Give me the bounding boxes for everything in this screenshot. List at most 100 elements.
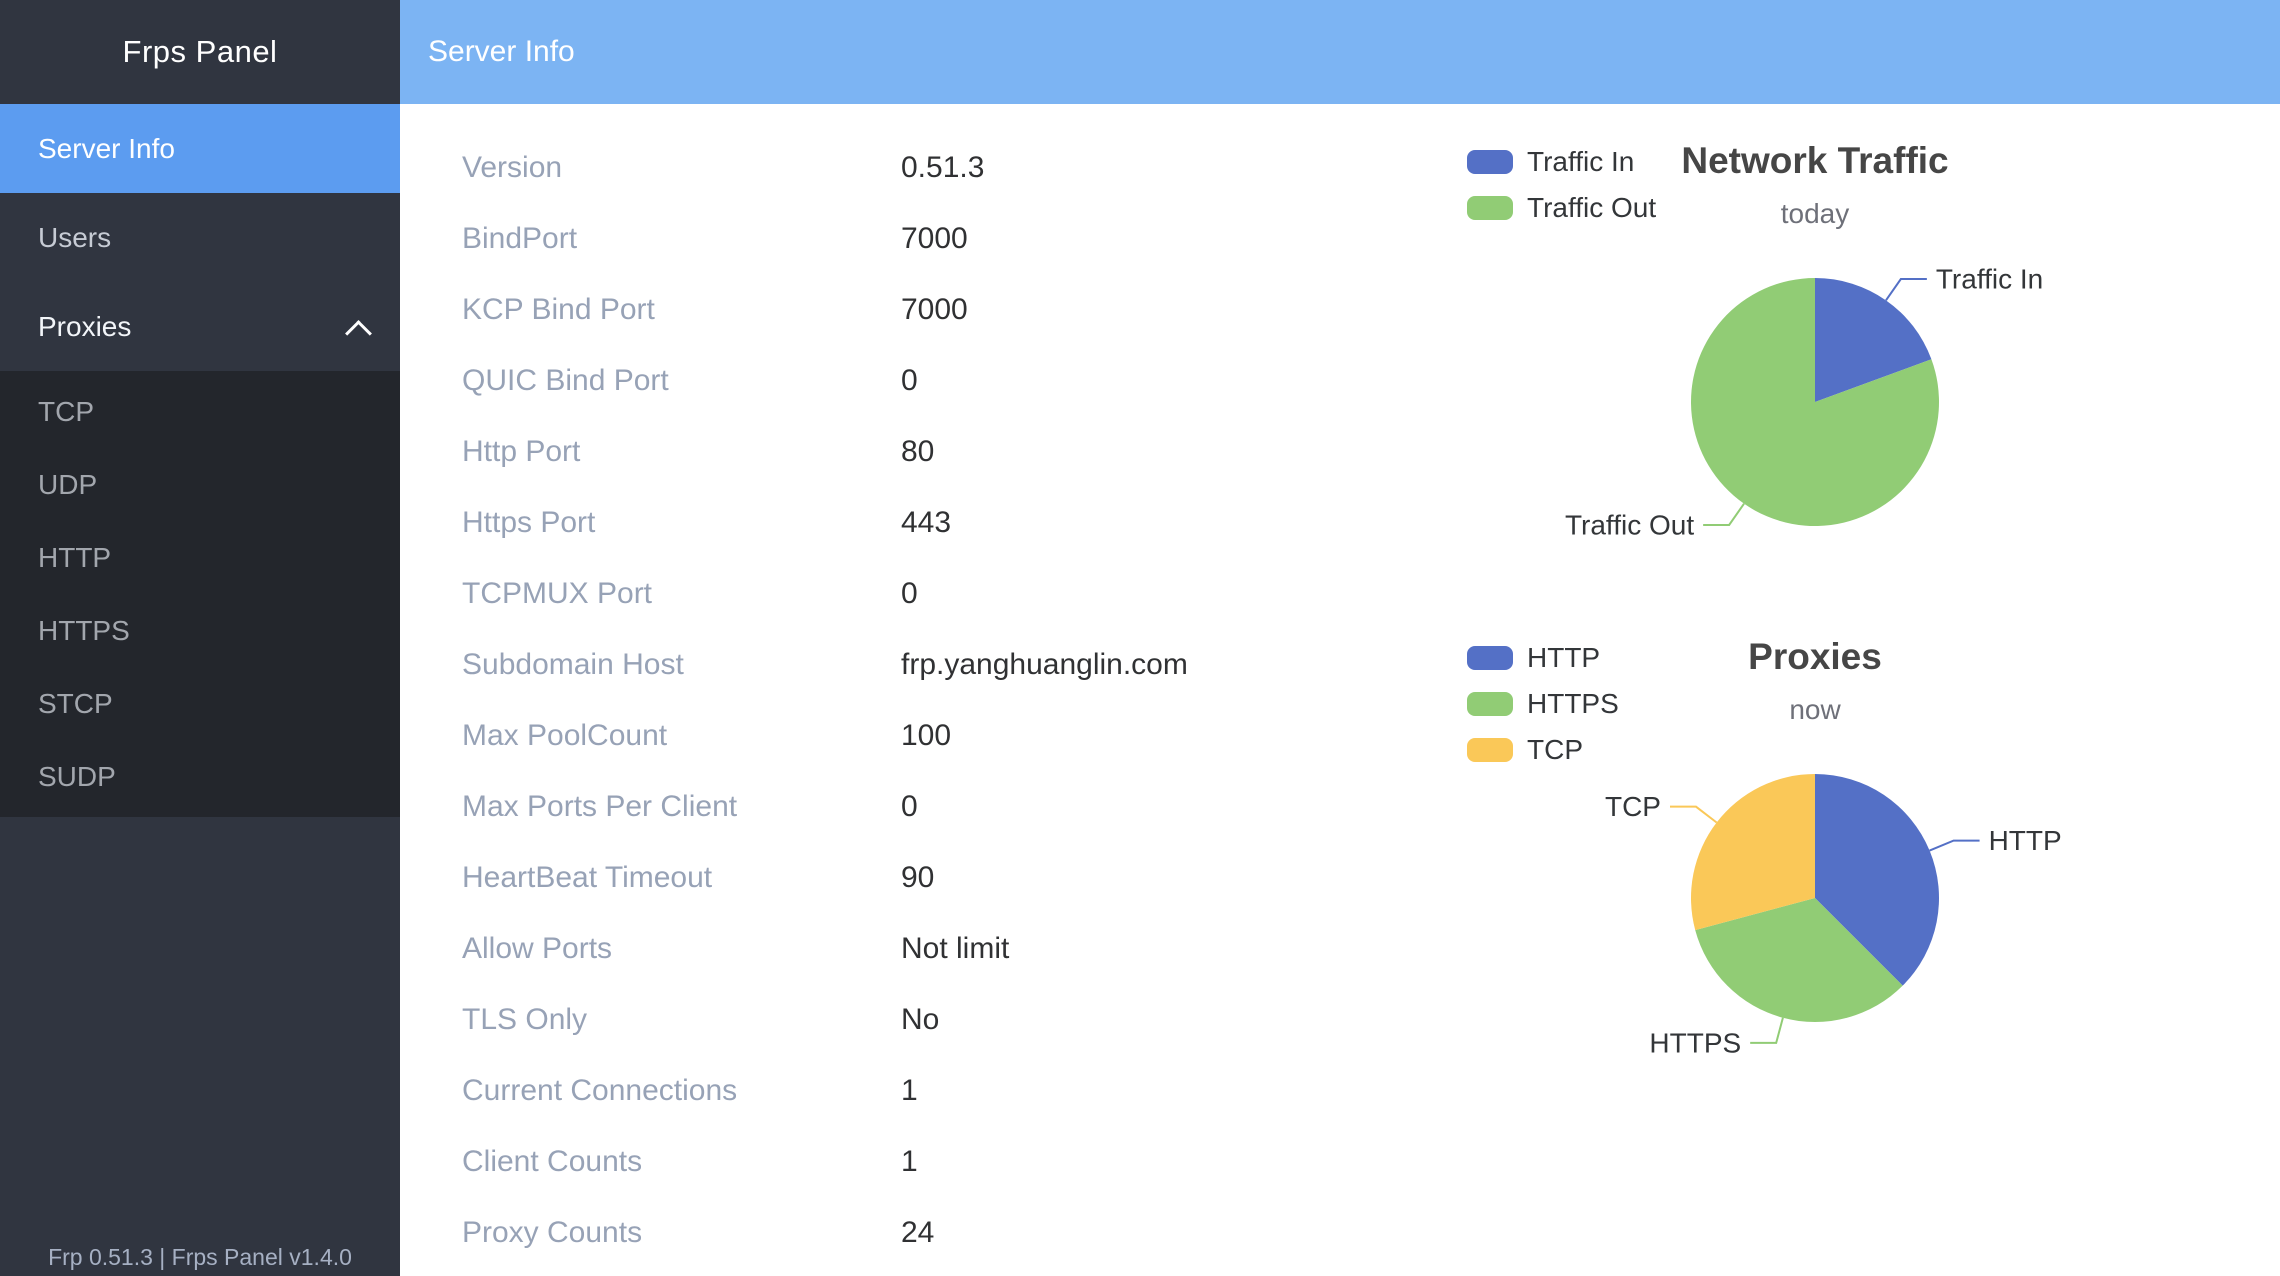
info-label: Max Ports Per Client	[462, 789, 738, 823]
legend-swatch-traffic-out	[1467, 196, 1513, 220]
network-traffic-pie: Traffic In Traffic Out	[1565, 264, 2043, 541]
network-traffic-header: Network Traffic today	[1440, 140, 2190, 230]
chart-title: Network Traffic	[1681, 140, 1949, 181]
info-value: 80	[901, 434, 935, 468]
sidebar-subitem-udp[interactable]: UDP	[38, 469, 98, 500]
sidebar-subitem-tcp[interactable]: TCP	[38, 396, 94, 427]
main-area: Server Info Version 0.51.3 BindPort 7000 KCP…	[400, 0, 2280, 1276]
pie-label-line-tcp	[1669, 805, 1718, 824]
info-row-current-connections: Current Connections 1	[462, 1055, 1442, 1126]
sidebar-item-label: Proxies	[38, 311, 132, 342]
pie-slice-traffic-out[interactable]	[1691, 278, 1939, 526]
legend-swatch-traffic-in	[1467, 150, 1513, 174]
info-value: 7000	[901, 221, 968, 255]
info-value: 0	[901, 363, 918, 397]
network-traffic-chart: Traffic In Traffic Out Network Traffic to…	[1440, 104, 2280, 624]
info-label: Allow Ports	[462, 931, 613, 965]
info-value: frp.yanghuanglin.com	[901, 647, 1188, 681]
info-row-allow-ports: Allow Ports Not limit	[462, 913, 1442, 984]
info-row-subdomain-host: Subdomain Host frp.yanghuanglin.com	[462, 629, 1442, 700]
info-row-max-poolcount: Max PoolCount 100	[462, 700, 1442, 771]
pie-label-http: HTTP	[1989, 825, 2062, 856]
chart-title: Proxies	[1748, 636, 1882, 677]
chart-subtitle: now	[1789, 694, 1841, 725]
info-label: Current Connections	[462, 1073, 738, 1107]
info-label: QUIC Bind Port	[462, 363, 669, 397]
pie-label-traffic-out: Traffic Out	[1565, 509, 1694, 540]
info-value: Not limit	[901, 931, 1010, 965]
info-row-quic-bind-port: QUIC Bind Port 0	[462, 345, 1442, 416]
info-row-http-port: Http Port 80	[462, 416, 1442, 487]
info-value: 0.51.3	[901, 150, 985, 184]
legend-swatch-tcp	[1467, 738, 1513, 762]
info-label: TLS Only	[462, 1002, 588, 1036]
info-value: No	[901, 1002, 940, 1036]
info-value: 24	[901, 1215, 935, 1249]
info-value: 100	[901, 718, 952, 752]
info-row-proxy-counts: Proxy Counts 24	[462, 1197, 1442, 1268]
legend-label: HTTPS	[1527, 688, 1619, 719]
page-title: Server Info	[428, 35, 575, 68]
pie-slice-traffic-in[interactable]	[1815, 278, 1932, 402]
proxies-chart: HTTP HTTPS TCP Proxies now HTTP HTTPS TCP	[1440, 600, 2280, 1120]
legend-label: Traffic Out	[1527, 192, 1657, 223]
info-label: BindPort	[462, 221, 578, 255]
pie-label-traffic-in: Traffic In	[1936, 264, 2043, 295]
sidebar-item-server-info[interactable]: Server Info	[0, 104, 400, 193]
info-row-client-counts: Client Counts 1	[462, 1126, 1442, 1197]
legend-item-traffic-out[interactable]: Traffic Out	[1467, 192, 1656, 224]
sidebar-menu: Server Info Users Proxies TCP UDP HTTP HTTPS ST…	[0, 104, 400, 817]
pie-slice-http[interactable]	[1815, 774, 1939, 986]
info-row-https-port: Https Port 443	[462, 487, 1442, 558]
pie-slice-https[interactable]	[1695, 898, 1903, 1022]
legend-swatch-https	[1467, 692, 1513, 716]
app-brand: Frps Panel	[122, 34, 278, 69]
pie-slice-tcp[interactable]	[1691, 774, 1815, 931]
info-row-heartbeat-timeout: HeartBeat Timeout 90	[462, 842, 1442, 913]
legend-item-https[interactable]: HTTPS	[1467, 688, 1619, 720]
info-label: HeartBeat Timeout	[462, 860, 713, 894]
sidebar-subitem-sudp[interactable]: SUDP	[38, 761, 116, 792]
info-value: 7000	[901, 292, 968, 326]
info-value: 0	[901, 789, 918, 823]
sidebar-submenu: TCP UDP HTTP HTTPS STCP SUDP	[0, 371, 400, 817]
info-value: 443	[901, 505, 952, 539]
pie-label-tcp: TCP	[1605, 791, 1661, 822]
sidebar: Frps Panel Server Info Users Proxies TCP UDP…	[0, 0, 400, 1276]
legend-label: HTTP	[1527, 642, 1601, 673]
legend-swatch-http	[1467, 646, 1513, 670]
sidebar-version-footer: Frp 0.51.3 | Frps Panel v1.4.0	[48, 1244, 352, 1270]
pie-label-line-traffic-in	[1885, 278, 1927, 301]
legend-item-tcp[interactable]: TCP	[1467, 734, 1619, 766]
sidebar-subitem-stcp[interactable]: STCP	[38, 688, 113, 719]
legend-label: TCP	[1527, 734, 1583, 765]
info-row-version: Version 0.51.3	[462, 132, 1442, 203]
info-row-kcp-bind-port: KCP Bind Port 7000	[462, 274, 1442, 345]
page-header: Server Info	[400, 0, 2280, 104]
info-row-tls-only: TLS Only No	[462, 984, 1442, 1055]
chevron-up-icon[interactable]	[345, 319, 372, 347]
sidebar-item-label: Users	[38, 222, 112, 253]
info-label: Max PoolCount	[462, 718, 668, 752]
info-value: 90	[901, 860, 935, 894]
info-label: KCP Bind Port	[462, 292, 655, 326]
legend-item-http[interactable]: HTTP	[1467, 642, 1619, 674]
info-row-max-ports-per-client: Max Ports Per Client 0	[462, 771, 1442, 842]
chart-subtitle: today	[1780, 198, 1850, 229]
info-label: Https Port	[462, 505, 596, 539]
info-label: Client Counts	[462, 1144, 643, 1178]
sidebar-item-proxies[interactable]: Proxies	[0, 282, 400, 371]
proxies-header: Proxies now	[1440, 636, 2190, 726]
proxies-pie: HTTP HTTPS TCP	[1605, 774, 2062, 1058]
sidebar-subitem-https[interactable]: HTTPS	[38, 615, 130, 646]
info-value: 1	[901, 1073, 918, 1107]
pie-label-line-https	[1750, 1017, 1784, 1044]
info-value: 1	[901, 1144, 918, 1178]
sidebar-item-users[interactable]: Users	[0, 193, 400, 282]
pie-label-line-traffic-out	[1703, 503, 1745, 526]
info-row-bindport: BindPort 7000	[462, 203, 1442, 274]
info-label: Version	[462, 150, 563, 184]
legend-item-traffic-in[interactable]: Traffic In	[1467, 146, 1656, 178]
proxies-legend: HTTP HTTPS TCP	[1467, 642, 1619, 780]
sidebar-subitem-http[interactable]: HTTP	[38, 542, 112, 573]
